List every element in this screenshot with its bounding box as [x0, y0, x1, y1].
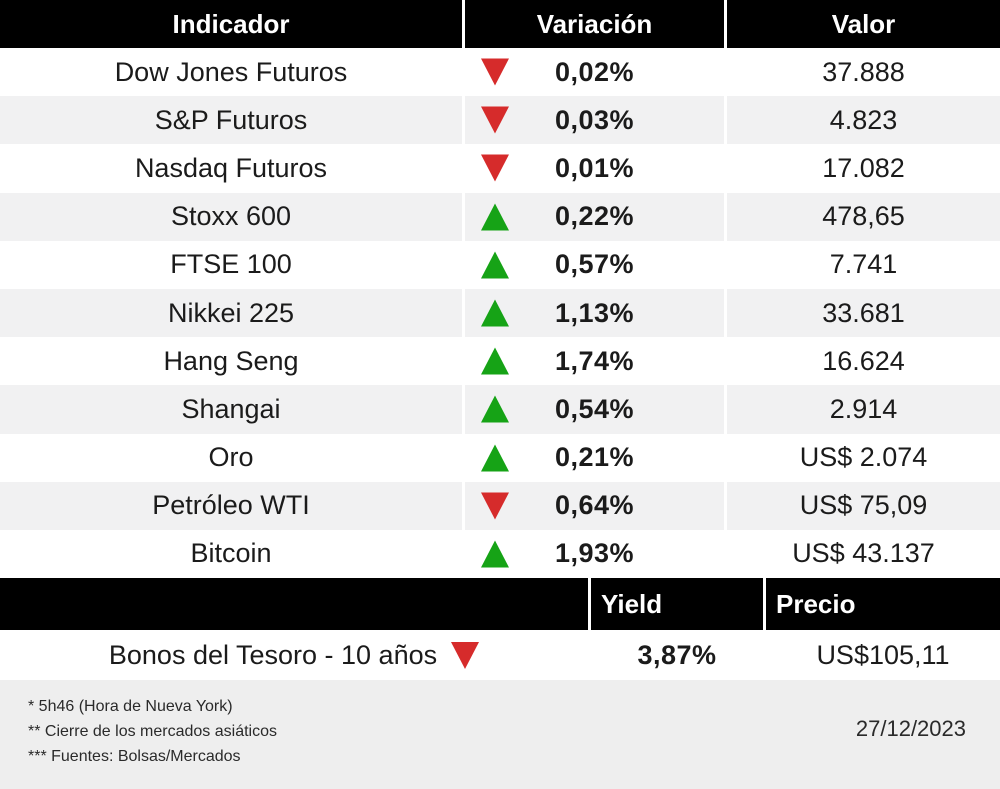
variation-cell: 0,57% [462, 240, 724, 289]
bond-row: Bonos del Tesoro - 10 años 3,87% US$105,… [0, 630, 1000, 681]
bond-column-header-empty [0, 578, 588, 630]
table-row: Nikkei 225 1,13% 33.681 [0, 288, 1000, 338]
indicator-name: Dow Jones Futuros [114, 56, 348, 87]
variation-value: 0,01% [554, 152, 635, 183]
bond-column-header-yield: Yield [588, 578, 763, 631]
value-cell: 33.681 [724, 288, 1000, 338]
variation-cell: 1,74% [462, 337, 724, 386]
table-row: FTSE 100 0,57% 7.741 [0, 240, 1000, 289]
triangle-up-icon [481, 347, 509, 375]
triangle-up-icon [481, 444, 509, 472]
table-row: Hang Seng 1,74% 16.624 [0, 337, 1000, 386]
value-cell: US$ 75,09 [724, 481, 1000, 530]
triangle-up-icon [481, 299, 509, 327]
indicator-name: Hang Seng [163, 345, 299, 376]
footnote-sources: *** Fuentes: Bolsas/Mercados [28, 748, 241, 766]
variation-value: 0,22% [554, 201, 635, 232]
value-cell: 478,65 [724, 192, 1000, 241]
variation-value: 1,13% [554, 297, 635, 328]
indicator-name: Petróleo WTI [152, 490, 310, 521]
table-row: Dow Jones Futuros 0,02% 37.888 [0, 48, 1000, 97]
indicator-name: Bitcoin [190, 538, 272, 569]
indicator-name: Nikkei 225 [167, 297, 295, 328]
bond-name: Bonos del Tesoro - 10 años [108, 639, 438, 670]
variation-value: 0,57% [554, 249, 635, 280]
footer: * 5h46 (Hora de Nueva York) ** Cierre de… [0, 680, 1000, 789]
table-row: Shangai 0,54% 2.914 [0, 385, 1000, 434]
variation-value: 1,93% [554, 538, 635, 569]
value-cell: 37.888 [724, 48, 1000, 97]
bond-yield-value: 3,87% [588, 630, 763, 681]
triangle-up-icon [481, 203, 509, 231]
bond-table-header: Yield Precio [0, 578, 1000, 631]
variation-cell: 1,93% [462, 529, 724, 579]
column-header-variacion: Variación [462, 0, 724, 48]
triangle-up-icon [481, 251, 509, 279]
variation-cell: 0,22% [462, 192, 724, 241]
variation-value: 0,02% [554, 56, 635, 87]
variation-cell: 0,21% [462, 433, 724, 482]
triangle-down-icon [451, 641, 480, 669]
indicator-name: Oro [208, 442, 254, 473]
table-row: Nasdaq Futuros 0,01% 17.082 [0, 144, 1000, 193]
table-row: S&P Futuros 0,03% 4.823 [0, 96, 1000, 145]
footnote-asian-markets: ** Cierre de los mercados asiáticos [28, 723, 277, 741]
value-cell: 7.741 [724, 240, 1000, 289]
triangle-down-icon [481, 492, 509, 520]
bond-price-value: US$105,11 [763, 630, 1000, 681]
value-cell: US$ 43.137 [724, 529, 1000, 579]
indicator-name: Nasdaq Futuros [134, 152, 328, 183]
variation-cell: 1,13% [462, 288, 724, 338]
column-header-indicador: Indicador [172, 8, 290, 39]
column-header-valor: Valor [724, 0, 1000, 48]
indicator-name: FTSE 100 [170, 249, 292, 280]
variation-value: 0,64% [554, 490, 635, 521]
value-cell: 17.082 [724, 144, 1000, 193]
triangle-up-icon [481, 395, 509, 423]
triangle-up-icon [481, 540, 509, 568]
variation-value: 0,03% [554, 104, 635, 135]
main-table-header: Indicador Variación Valor [0, 0, 1000, 48]
variation-value: 1,74% [554, 345, 635, 376]
triangle-down-icon [481, 58, 509, 86]
value-cell: 2.914 [724, 385, 1000, 434]
footnote-time: * 5h46 (Hora de Nueva York) [28, 698, 233, 716]
value-cell: 4.823 [724, 96, 1000, 145]
indicator-name: Stoxx 600 [170, 201, 292, 232]
table-row: Stoxx 600 0,22% 478,65 [0, 192, 1000, 241]
variation-cell: 0,02% [462, 48, 724, 97]
variation-cell: 0,01% [462, 144, 724, 193]
table-row: Petróleo WTI 0,64% US$ 75,09 [0, 481, 1000, 530]
variation-cell: 0,54% [462, 385, 724, 434]
indicator-name: S&P Futuros [154, 104, 308, 135]
main-table-body: Dow Jones Futuros 0,02% 37.888 S&P Futur… [0, 48, 1000, 579]
date-label: 27/12/2023 [855, 716, 966, 742]
table-row: Bitcoin 1,93% US$ 43.137 [0, 529, 1000, 579]
table-row: Oro 0,21% US$ 2.074 [0, 433, 1000, 482]
variation-cell: 0,64% [462, 481, 724, 530]
variation-value: 0,54% [554, 393, 635, 424]
value-cell: 16.624 [724, 337, 1000, 386]
indicator-name: Shangai [181, 393, 281, 424]
bond-label-cell: Bonos del Tesoro - 10 años [0, 630, 588, 680]
variation-cell: 0,03% [462, 96, 724, 145]
value-cell: US$ 2.074 [724, 433, 1000, 482]
triangle-down-icon [481, 154, 509, 182]
triangle-down-icon [481, 106, 509, 134]
bond-column-header-precio: Precio [763, 578, 1000, 631]
variation-value: 0,21% [554, 442, 635, 473]
